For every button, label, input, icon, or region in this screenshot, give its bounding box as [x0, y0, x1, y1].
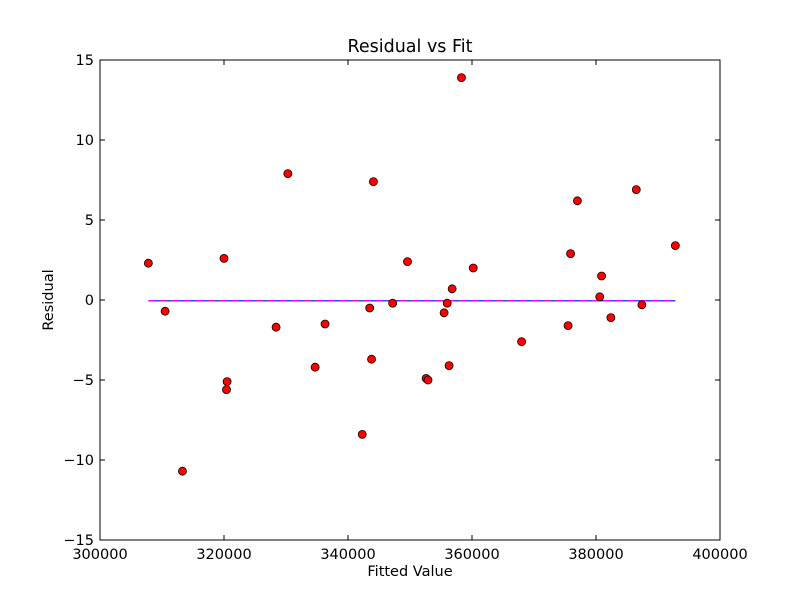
- scatter-point: [439, 308, 449, 318]
- scatter-point: [566, 249, 575, 259]
- x-axis-label: Fitted Value: [367, 564, 452, 580]
- data-points: [143, 73, 680, 476]
- scatter-point: [365, 303, 375, 313]
- scatter-point: [606, 313, 616, 323]
- y-tick-label: 5: [85, 213, 94, 229]
- scatter-point: [283, 169, 293, 179]
- scatter-point: [271, 322, 281, 332]
- scatter-point: [517, 337, 526, 347]
- x-tick-label: 360000: [444, 547, 499, 563]
- x-tick-label: 400000: [692, 547, 747, 563]
- scatter-point: [143, 258, 153, 268]
- x-tick-label: 320000: [196, 547, 251, 563]
- y-tick-label: 15: [76, 53, 94, 69]
- x-tick-label: 380000: [568, 547, 623, 563]
- scatter-point: [444, 361, 454, 371]
- scatter-point: [222, 385, 231, 395]
- scatter-point: [595, 292, 605, 302]
- scatter-point: [597, 271, 606, 281]
- y-tick-label: 10: [76, 133, 94, 149]
- y-axis-label: Residual: [41, 269, 57, 330]
- y-axis-ticks: −15 −10 −5 0 5 10 15: [63, 53, 720, 549]
- x-axis-ticks: 300000 320000 340000 360000 380000 400000: [72, 60, 748, 563]
- scatter-point: [563, 321, 573, 331]
- scatter-point: [403, 257, 412, 267]
- scatter-point: [367, 354, 376, 364]
- scatter-point: [357, 429, 367, 439]
- scatter-point: [388, 298, 398, 308]
- chart-title: Residual vs Fit: [347, 37, 472, 57]
- scatter-point: [178, 466, 187, 476]
- scatter-point: [468, 263, 478, 273]
- scatter-point: [320, 319, 330, 329]
- y-tick-label: −5: [73, 373, 94, 389]
- y-tick-label: −10: [63, 453, 94, 469]
- scatter-point: [442, 298, 452, 308]
- scatter-point: [447, 284, 457, 294]
- plot-area: [100, 60, 720, 540]
- scatter-point: [219, 253, 229, 263]
- scatter-point: [160, 306, 170, 316]
- scatter-point: [637, 300, 647, 310]
- scatter-point: [457, 73, 466, 82]
- scatter-point: [573, 196, 582, 206]
- scatter-point: [423, 375, 433, 385]
- y-tick-label: −15: [63, 533, 94, 549]
- scatter-point: [310, 362, 320, 372]
- scatter-point: [631, 185, 641, 195]
- y-tick-label: 0: [85, 293, 94, 309]
- scatter-point: [222, 377, 232, 387]
- scatter-point: [670, 241, 680, 251]
- scatter-point: [369, 177, 378, 187]
- x-tick-label: 340000: [320, 547, 375, 563]
- x-tick-label: 300000: [72, 547, 127, 563]
